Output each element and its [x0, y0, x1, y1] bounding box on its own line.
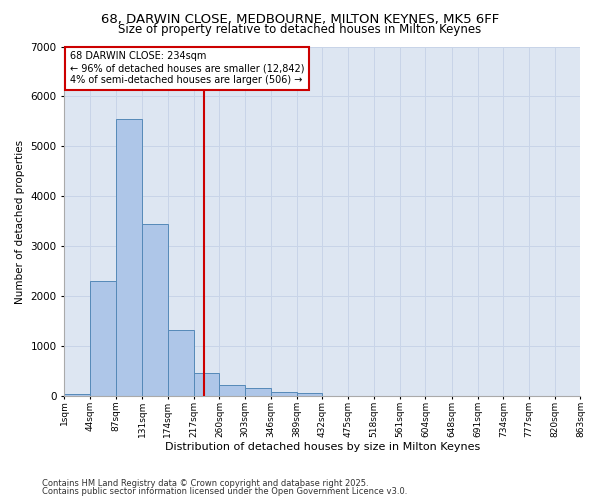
Bar [220, 386, 245, 396]
Bar [194, 373, 220, 396]
Bar [168, 330, 194, 396]
Bar [90, 282, 116, 397]
Text: Contains public sector information licensed under the Open Government Licence v3: Contains public sector information licen… [42, 487, 407, 496]
Bar [142, 224, 168, 396]
Text: 68, DARWIN CLOSE, MEDBOURNE, MILTON KEYNES, MK5 6FF: 68, DARWIN CLOSE, MEDBOURNE, MILTON KEYN… [101, 12, 499, 26]
Bar [296, 394, 322, 396]
Text: 68 DARWIN CLOSE: 234sqm
← 96% of detached houses are smaller (12,842)
4% of semi: 68 DARWIN CLOSE: 234sqm ← 96% of detache… [70, 52, 304, 84]
Bar [245, 388, 271, 396]
Bar [271, 392, 296, 396]
Y-axis label: Number of detached properties: Number of detached properties [15, 140, 25, 304]
Bar [64, 394, 90, 396]
Bar [116, 119, 142, 396]
X-axis label: Distribution of detached houses by size in Milton Keynes: Distribution of detached houses by size … [165, 442, 480, 452]
Text: Size of property relative to detached houses in Milton Keynes: Size of property relative to detached ho… [118, 22, 482, 36]
Text: Contains HM Land Registry data © Crown copyright and database right 2025.: Contains HM Land Registry data © Crown c… [42, 478, 368, 488]
